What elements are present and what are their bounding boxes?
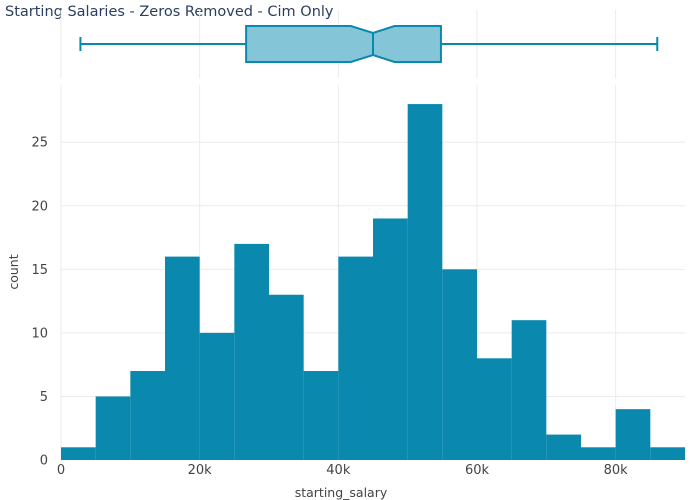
histogram-bar [130, 371, 165, 460]
box-iqr [245, 25, 442, 63]
x-tick-label: 40k [326, 463, 351, 478]
histogram-bar [650, 447, 685, 460]
histogram-bar [615, 409, 651, 460]
histogram-bar [234, 243, 269, 460]
histogram-bar [373, 218, 408, 460]
histogram-bar [477, 358, 512, 460]
histogram-bar [546, 434, 581, 460]
y-tick-label: 20 [31, 199, 48, 214]
y-tick-label: 25 [31, 136, 48, 151]
y-tick-label: 10 [31, 326, 48, 341]
x-axis-ticks: 0 20k 40k 60k 80k [57, 463, 628, 478]
histogram-bar [61, 447, 96, 460]
chart-title: Starting Salaries - Zeros Removed - Cim … [5, 4, 334, 20]
y-axis-title: count [6, 254, 21, 289]
histogram-bar [442, 269, 477, 460]
y-tick-label: 15 [31, 263, 48, 278]
histogram-bar [407, 104, 443, 460]
histogram-bar [511, 320, 547, 460]
y-tick-label: 5 [40, 390, 48, 405]
histogram-bars [61, 104, 685, 460]
y-axis-ticks: 0 5 10 15 20 25 [31, 136, 48, 469]
histogram-bar [199, 332, 235, 460]
x-tick-label: 0 [57, 463, 65, 478]
x-tick-label: 60k [465, 463, 490, 478]
histogram-bar [95, 396, 131, 460]
histogram-bar [338, 256, 373, 460]
x-tick-label: 20k [188, 463, 213, 478]
histogram-bar [269, 294, 304, 460]
y-tick-label: 0 [40, 454, 48, 469]
x-tick-label: 80k [604, 463, 629, 478]
boxplot [79, 25, 659, 63]
histogram-bar [581, 447, 616, 460]
histogram-bar [303, 371, 339, 460]
histogram-bar [165, 256, 200, 460]
x-axis-title: starting_salary [295, 485, 388, 500]
